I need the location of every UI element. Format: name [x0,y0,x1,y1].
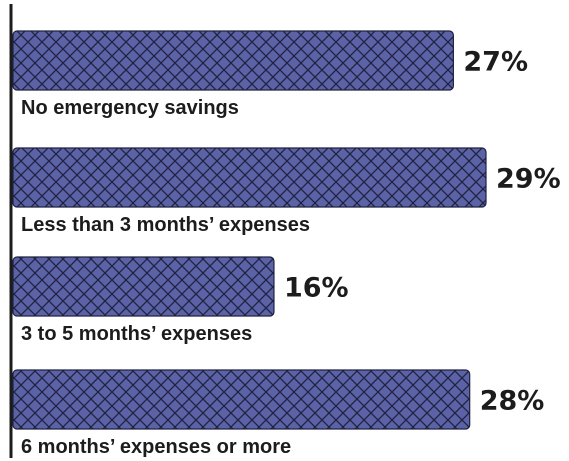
value-label: 28% [480,386,545,417]
bar-outline [12,147,487,208]
bar-outline [12,30,454,91]
bar [13,148,486,207]
value-label: 27% [463,47,528,78]
category-label: Less than 3 months’ expenses [21,214,310,236]
bar-outline [12,369,471,430]
bar [13,257,274,316]
category-label: 6 months’ expenses or more [21,436,291,458]
bar [13,370,470,429]
category-label: 3 to 5 months’ expenses [21,323,252,345]
category-label: No emergency savings [21,97,239,119]
bar [13,31,454,90]
bar-outline [12,256,275,317]
value-label: 29% [496,164,561,195]
value-label: 16% [284,273,349,304]
